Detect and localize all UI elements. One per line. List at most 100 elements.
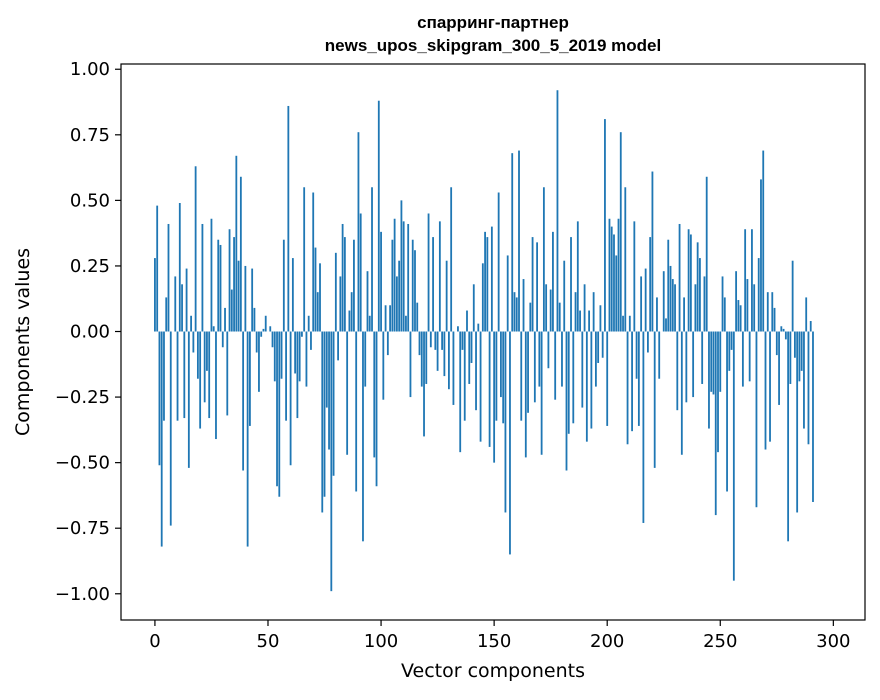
bar-component-108: [398, 261, 400, 332]
bar-component-11: [179, 203, 181, 332]
bar-component-205: [618, 219, 620, 332]
bar-component-252: [724, 297, 726, 331]
bar-component-47: [260, 332, 262, 337]
bar-component-291: [812, 332, 814, 502]
bar-component-180: [561, 332, 563, 387]
bar-component-240: [697, 242, 699, 331]
bar-component-85: [346, 332, 348, 455]
bar-component-75: [324, 332, 326, 497]
bar-component-226: [665, 318, 667, 331]
y-tick-label: 0.00: [70, 322, 110, 343]
y-tick-label: −1.00: [55, 584, 110, 605]
bar-component-160: [516, 297, 518, 331]
chart-subtitle: news_upos_skipgram_300_5_2019 model: [325, 36, 661, 55]
bar-component-222: [656, 297, 658, 331]
bar-component-193: [590, 332, 592, 429]
bar-component-280: [787, 332, 789, 542]
x-axis-label: Vector components: [401, 660, 585, 682]
bar-component-182: [566, 332, 568, 471]
bar-component-191: [586, 332, 588, 442]
bar-component-79: [333, 332, 335, 476]
bar-component-94: [367, 271, 369, 331]
plot-area-frame: [121, 64, 865, 620]
bar-component-7: [170, 332, 172, 526]
bar-component-134: [457, 326, 459, 331]
bar-component-51: [269, 326, 271, 331]
bar-component-113: [410, 332, 412, 398]
bar-component-148: [489, 332, 491, 447]
bar-component-151: [495, 332, 497, 421]
bar-component-137: [464, 332, 466, 421]
bar-component-229: [672, 279, 674, 331]
bar-component-52: [272, 332, 274, 348]
bar-component-185: [572, 332, 574, 424]
bar-component-270: [765, 332, 767, 450]
bar-component-143: [477, 324, 479, 332]
bar-component-109: [401, 200, 403, 331]
bar-component-46: [258, 332, 260, 392]
bar-component-39: [242, 332, 244, 471]
bar-component-29: [220, 245, 222, 332]
bar-component-198: [602, 332, 604, 358]
bar-component-172: [543, 187, 545, 331]
bar-component-43: [251, 269, 253, 332]
bar-component-283: [794, 332, 796, 358]
bar-component-30: [222, 332, 224, 348]
y-tick-label: 1.00: [70, 59, 110, 80]
bar-component-196: [597, 332, 599, 363]
bar-component-203: [613, 234, 615, 331]
bar-component-202: [611, 227, 613, 332]
bar-component-284: [796, 332, 798, 513]
bar-component-155: [505, 332, 507, 513]
bar-component-230: [674, 284, 676, 331]
bar-component-84: [344, 237, 346, 331]
bar-component-28: [217, 240, 219, 332]
bar-component-61: [292, 258, 294, 331]
bar-component-117: [419, 332, 421, 356]
bar-component-3: [161, 332, 163, 547]
bar-component-289: [808, 332, 810, 445]
bar-component-145: [482, 263, 484, 331]
bar-component-65: [301, 332, 303, 337]
bar-component-92: [362, 332, 364, 542]
bar-component-232: [679, 224, 681, 332]
y-tick-label: −0.75: [55, 518, 110, 539]
bar-component-90: [358, 132, 360, 331]
bar-component-55: [278, 332, 280, 497]
bar-component-21: [202, 224, 204, 332]
bar-component-253: [726, 332, 728, 492]
bar-component-213: [636, 332, 638, 379]
bar-component-98: [376, 332, 378, 487]
bar-component-57: [283, 240, 285, 332]
bar-component-173: [545, 284, 547, 331]
bar-component-116: [416, 303, 418, 332]
bar-component-19: [197, 332, 199, 379]
bar-component-261: [744, 229, 746, 331]
bar-component-236: [688, 229, 690, 331]
bar-component-272: [769, 332, 771, 442]
bar-component-91: [360, 213, 362, 331]
bar-component-204: [615, 255, 617, 331]
bar-component-288: [805, 297, 807, 331]
bar-component-93: [364, 332, 366, 387]
bar-component-228: [670, 266, 672, 332]
bar-component-106: [394, 219, 396, 332]
bar-component-268: [760, 179, 762, 331]
bar-component-83: [342, 224, 344, 332]
bar-component-1: [156, 206, 158, 332]
bar-component-225: [663, 271, 665, 331]
bar-component-144: [480, 332, 482, 442]
bar-component-38: [240, 177, 242, 332]
bar-component-96: [371, 187, 373, 331]
y-tick-label: −0.50: [55, 453, 110, 474]
bar-component-36: [235, 156, 237, 332]
bar-component-5: [165, 297, 167, 331]
x-tick-label: 100: [364, 631, 398, 652]
bar-component-110: [403, 221, 405, 331]
bar-component-68: [308, 316, 310, 332]
bar-component-127: [441, 332, 443, 350]
bar-component-70: [312, 193, 314, 332]
bar-component-123: [432, 237, 434, 331]
bar-component-60: [290, 332, 292, 466]
